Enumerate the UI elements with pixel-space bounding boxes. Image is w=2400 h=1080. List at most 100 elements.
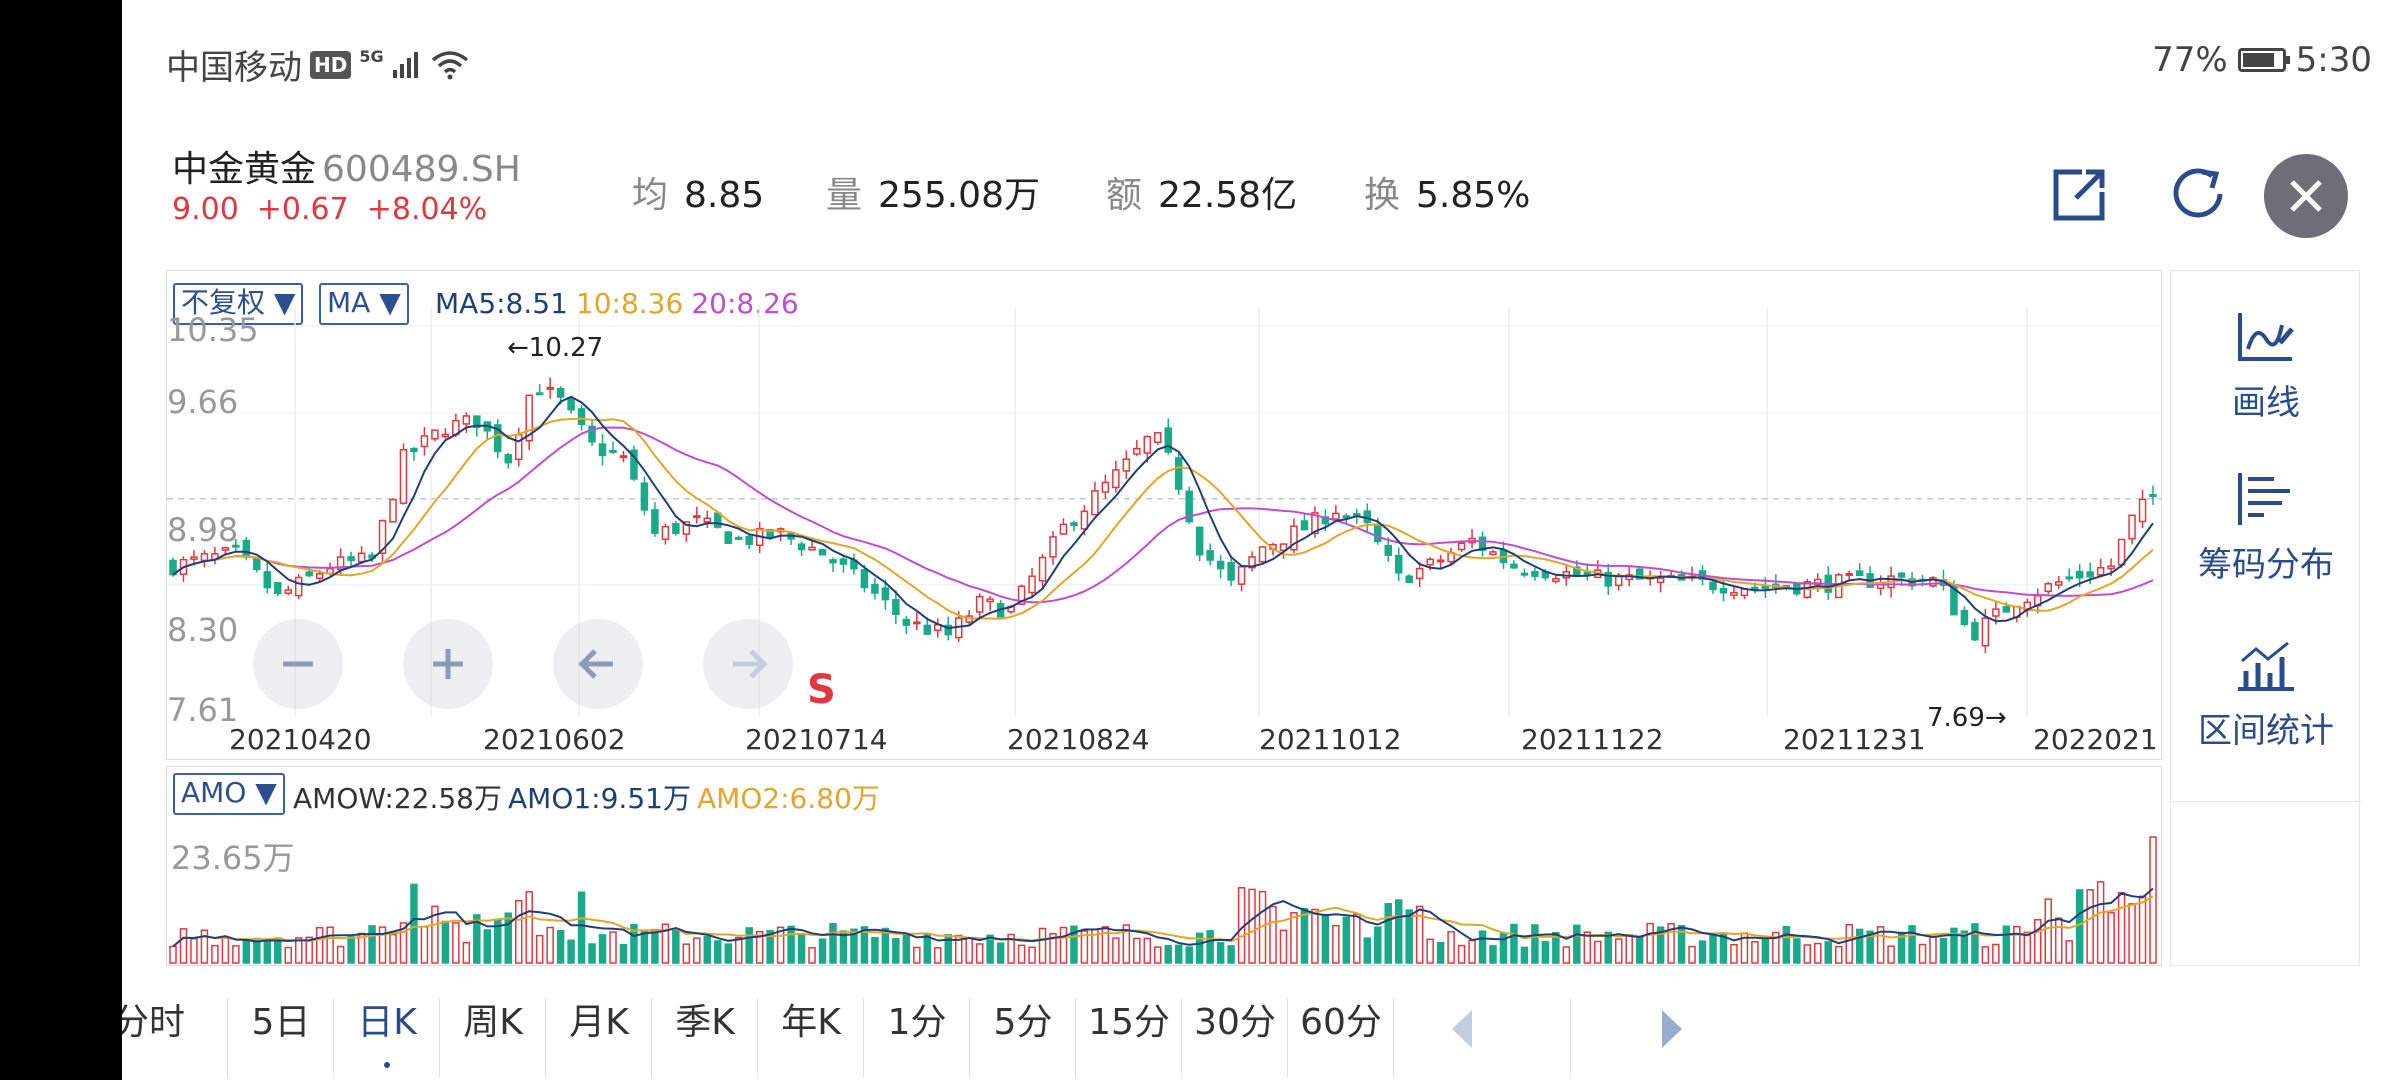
volume-bar bbox=[745, 927, 753, 964]
candle bbox=[1855, 570, 1864, 577]
candle bbox=[1897, 572, 1906, 578]
indicator-select[interactable]: MA ▼ bbox=[319, 283, 409, 325]
candle bbox=[274, 582, 282, 595]
volume-bar bbox=[1573, 924, 1581, 964]
volume-bar bbox=[986, 934, 994, 964]
volume-bar bbox=[1929, 935, 1937, 964]
volume-bar bbox=[829, 922, 837, 964]
candle bbox=[253, 558, 261, 571]
volume-bar bbox=[1614, 938, 1623, 964]
volume-chart[interactable]: AMO ▼ AMOW:22.58万 AMO1:9.51万 AMO2:6.80万 … bbox=[166, 766, 2162, 966]
candle bbox=[1154, 432, 1162, 443]
candle bbox=[661, 525, 670, 540]
candle bbox=[1049, 536, 1057, 558]
volume-bar bbox=[399, 922, 408, 964]
candle bbox=[336, 556, 345, 571]
tabs-scroll-right-button[interactable] bbox=[1620, 990, 1720, 1070]
tab-1分[interactable]: 1分 bbox=[887, 1002, 947, 1043]
zoom-out-button[interactable] bbox=[253, 619, 343, 709]
candle bbox=[703, 517, 712, 523]
volume-bar bbox=[546, 926, 554, 964]
ma20-line bbox=[172, 426, 2154, 604]
pan-right-button[interactable] bbox=[703, 619, 793, 709]
volume-bar bbox=[1059, 926, 1068, 964]
tab-15分[interactable]: 15分 bbox=[1088, 1002, 1170, 1043]
range-stats-tool[interactable]: 区间统计 bbox=[2171, 637, 2361, 752]
volume-bar bbox=[1133, 937, 1141, 964]
clock: 5:30 bbox=[2295, 40, 2372, 80]
volume-bar bbox=[1195, 932, 1204, 964]
candle bbox=[2044, 583, 2052, 593]
volume-bar bbox=[787, 925, 795, 964]
candle bbox=[347, 556, 355, 562]
volume-bar bbox=[169, 945, 177, 964]
volume-bar bbox=[1468, 939, 1476, 964]
tab-周K[interactable]: 周K bbox=[463, 1002, 523, 1043]
candle bbox=[431, 429, 439, 440]
volume-bar bbox=[274, 937, 282, 964]
candle bbox=[609, 449, 617, 453]
candle bbox=[1122, 458, 1131, 472]
kline-chart[interactable]: 不复权 ▼ MA ▼ MA5:8.51 10:8.36 20:8.26 10.3… bbox=[166, 270, 2162, 760]
sell-signal: S bbox=[807, 667, 836, 713]
x-label: 20210420 bbox=[229, 723, 372, 756]
volume-bar bbox=[2044, 898, 2052, 964]
candle bbox=[1457, 542, 1466, 551]
tab-年K[interactable]: 年K bbox=[781, 1002, 841, 1043]
volume-bar bbox=[2107, 911, 2115, 964]
candle bbox=[1394, 554, 1403, 574]
refresh-icon[interactable] bbox=[2162, 158, 2236, 232]
x-label: 20210824 bbox=[1007, 723, 1150, 756]
volume-bar bbox=[211, 944, 219, 964]
volume-bar bbox=[221, 936, 230, 964]
tab-分时[interactable]: 分时 bbox=[122, 1002, 185, 1043]
close-button[interactable] bbox=[2264, 154, 2348, 238]
price-line: 9.00 +0.67 +8.04% bbox=[172, 192, 487, 227]
volume-bar bbox=[640, 930, 649, 964]
tab-季K[interactable]: 季K bbox=[675, 1002, 735, 1043]
candle bbox=[986, 598, 994, 603]
tab-5日[interactable]: 5日 bbox=[251, 1002, 311, 1043]
volume-bar bbox=[1038, 927, 1047, 964]
pan-left-button[interactable] bbox=[553, 619, 643, 709]
volume-bar bbox=[347, 935, 355, 964]
volume-bar bbox=[263, 939, 272, 964]
share-icon[interactable] bbox=[2042, 158, 2116, 232]
zoom-in-button[interactable] bbox=[403, 619, 493, 709]
candle bbox=[190, 556, 198, 560]
tabs-scroll-left-button[interactable] bbox=[1414, 990, 1514, 1070]
volume-indicator-select[interactable]: AMO ▼ bbox=[173, 773, 285, 815]
candle bbox=[504, 454, 512, 464]
candle bbox=[1279, 543, 1288, 552]
candle bbox=[1332, 512, 1340, 520]
volume-bar bbox=[1814, 942, 1822, 964]
candle bbox=[902, 618, 911, 626]
candle bbox=[1719, 587, 1728, 594]
volume-bar bbox=[1353, 913, 1361, 964]
candle bbox=[1216, 560, 1225, 570]
candle bbox=[1091, 490, 1099, 516]
candle bbox=[2075, 570, 2084, 579]
draw-line-tool[interactable]: 画线 bbox=[2171, 309, 2361, 424]
tab-日K[interactable]: 日K bbox=[334, 990, 440, 1070]
x-label: 20210714 bbox=[745, 723, 888, 756]
tab-30分[interactable]: 30分 bbox=[1194, 1002, 1276, 1043]
tab-60分[interactable]: 60分 bbox=[1300, 1002, 1382, 1043]
arrow-right-icon bbox=[733, 649, 768, 679]
price-change: +0.67 bbox=[256, 192, 349, 227]
volume-bar bbox=[284, 946, 292, 964]
volume-bar bbox=[1782, 925, 1791, 964]
volume-bar bbox=[389, 933, 397, 964]
amow-value: AMOW:22.58万 bbox=[293, 782, 502, 815]
amo1-value: AMO1:9.51万 bbox=[508, 782, 691, 815]
candle bbox=[357, 552, 366, 563]
tools-panel: 画线 筹码分布 区间统计 bbox=[2170, 270, 2361, 966]
candle bbox=[577, 408, 586, 426]
adjust-select[interactable]: 不复权 ▼ bbox=[173, 283, 304, 325]
tab-5分[interactable]: 5分 bbox=[993, 1002, 1053, 1043]
candle bbox=[682, 521, 691, 535]
chip-distribution-tool[interactable]: 筹码分布 bbox=[2171, 471, 2361, 586]
volume-bar bbox=[630, 924, 638, 964]
candle bbox=[567, 397, 575, 411]
tab-月K[interactable]: 月K bbox=[569, 1002, 629, 1043]
